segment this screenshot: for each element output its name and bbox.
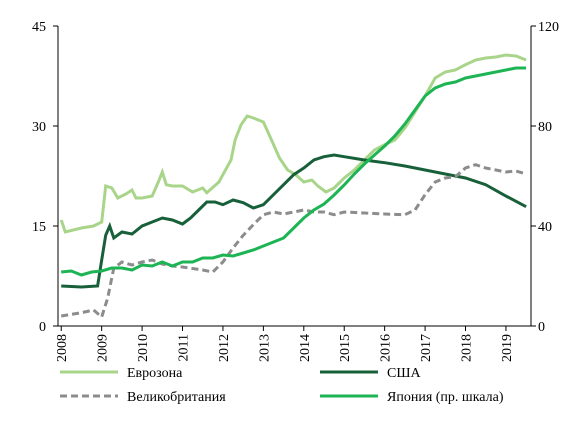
- x-tick-label: 2010: [136, 334, 151, 362]
- legend-label: Япония (пр. шкала): [387, 390, 504, 405]
- legend-label: Великобритания: [127, 390, 226, 405]
- x-tick-label: 2009: [96, 334, 111, 362]
- y2-tick-label: 120: [538, 20, 559, 35]
- series-line: [61, 66, 527, 277]
- y-tick-label: 0: [39, 320, 46, 335]
- series-line: [60, 163, 527, 320]
- x-tick-label: 2013: [257, 334, 272, 362]
- x-tick-label: 2018: [460, 334, 475, 362]
- legend-label: Еврозона: [127, 366, 183, 381]
- x-tick-label: 2019: [500, 334, 515, 362]
- x-tick-label: 2011: [177, 334, 192, 361]
- y-tick-label: 15: [32, 220, 46, 235]
- x-tick-label: 2017: [419, 334, 434, 362]
- y-tick-label: 45: [32, 20, 46, 35]
- y2-tick-label: 40: [538, 220, 552, 235]
- x-tick-label: 2012: [217, 334, 232, 362]
- y2-tick-label: 0: [538, 320, 545, 335]
- x-tick-label: 2008: [55, 334, 70, 362]
- series-line: [61, 153, 527, 289]
- y2-tick-label: 80: [538, 120, 552, 135]
- y-tick-label: 30: [32, 120, 46, 135]
- x-tick-label: 2015: [338, 334, 353, 362]
- x-tick-label: 2016: [379, 334, 394, 362]
- series-line: [59, 53, 527, 234]
- x-tick-label: 2014: [298, 334, 313, 362]
- legend-label: США: [387, 366, 421, 381]
